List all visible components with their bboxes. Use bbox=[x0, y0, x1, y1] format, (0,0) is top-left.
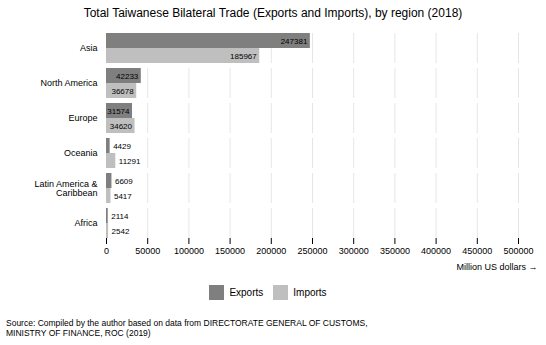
svg-text:Million US dollars →: Million US dollars → bbox=[456, 262, 537, 272]
svg-text:Asia: Asia bbox=[80, 43, 98, 53]
svg-text:50000: 50000 bbox=[135, 246, 160, 256]
svg-text:Latin America &Caribbean: Latin America &Caribbean bbox=[34, 179, 97, 198]
svg-text:Oceania: Oceania bbox=[64, 148, 98, 158]
svg-text:Europe: Europe bbox=[68, 113, 97, 123]
svg-text:4429: 4429 bbox=[113, 142, 131, 151]
svg-text:0: 0 bbox=[104, 246, 109, 256]
svg-text:450000: 450000 bbox=[462, 246, 492, 256]
svg-text:11291: 11291 bbox=[119, 157, 141, 166]
html-text:Exports: Exports bbox=[229, 287, 264, 298]
svg-text:2114: 2114 bbox=[111, 212, 129, 221]
svg-text:36678: 36678 bbox=[111, 87, 134, 96]
html-text:Total Taiwanese Bilateral Trad: Total Taiwanese Bilateral Trade (Exports… bbox=[83, 6, 463, 20]
html-text:Source: Compiled by the author: Source: Compiled by the author based on … bbox=[6, 318, 368, 339]
svg-text:100000: 100000 bbox=[174, 246, 204, 256]
svg-text:5417: 5417 bbox=[114, 192, 132, 201]
svg-text:150000: 150000 bbox=[215, 246, 245, 256]
svg-text:42233: 42233 bbox=[116, 72, 139, 81]
svg-text:250000: 250000 bbox=[297, 246, 327, 256]
svg-text:2542: 2542 bbox=[112, 227, 130, 236]
svg-text:350000: 350000 bbox=[380, 246, 410, 256]
svg-text:500000: 500000 bbox=[503, 246, 533, 256]
svg-text:185967: 185967 bbox=[230, 52, 257, 61]
svg-text:31574: 31574 bbox=[107, 107, 130, 116]
svg-text:34620: 34620 bbox=[110, 122, 133, 131]
svg-text:300000: 300000 bbox=[339, 246, 369, 256]
svg-text:6609: 6609 bbox=[115, 177, 133, 186]
svg-text:400000: 400000 bbox=[421, 246, 451, 256]
svg-text:North America: North America bbox=[40, 78, 97, 88]
svg-text:247381: 247381 bbox=[281, 37, 308, 46]
svg-text:Africa: Africa bbox=[74, 218, 97, 228]
svg-text:200000: 200000 bbox=[256, 246, 286, 256]
html-text:Imports: Imports bbox=[293, 287, 327, 298]
